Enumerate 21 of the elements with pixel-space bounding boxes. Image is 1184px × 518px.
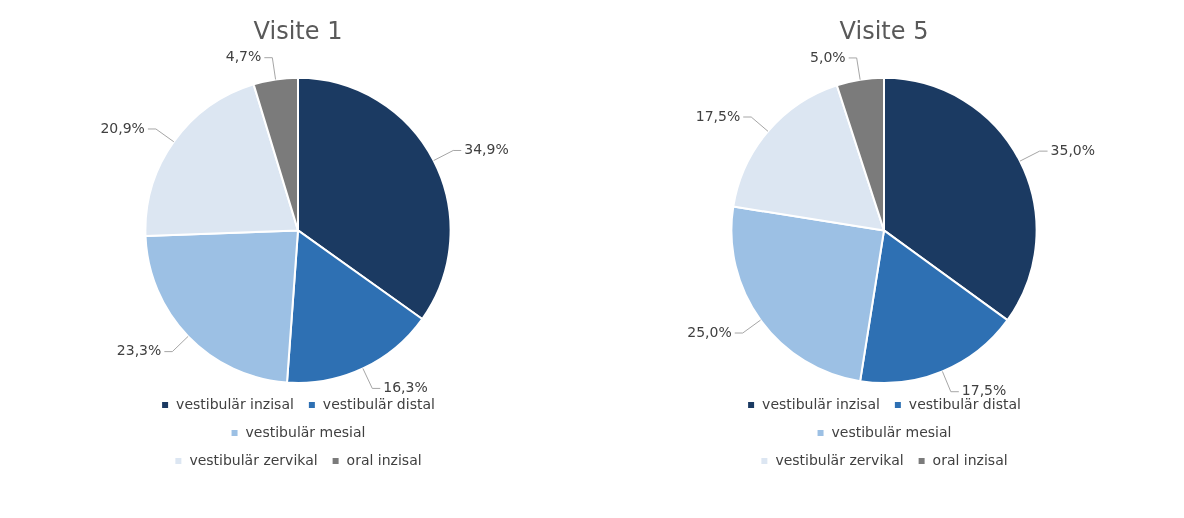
chart-title: Visite 1 [253,16,343,45]
data-label: 25,0% [687,323,732,340]
legend-label: vestibulär distal [322,395,435,412]
legend-label: vestibulär inzisal [762,395,880,412]
legend-label: oral inzisal [932,451,1008,468]
data-label: 23,3% [116,342,162,359]
data-label: 34,9% [464,141,509,158]
data-label: 16,3% [383,379,428,396]
legend-label: vestibulär inzisal [176,395,294,412]
legend-label: vestibulär zervikal [189,451,318,468]
legend-label: oral inzisal [346,451,422,468]
data-label: 35,0% [1050,141,1096,158]
data-label: 5,0% [810,48,846,65]
legend-label: vestibulär zervikal [775,451,904,468]
chart-title: Visite 5 [839,16,929,45]
legend-label: vestibulär mesial [245,423,366,440]
data-label: 20,9% [100,119,145,136]
data-label: 17,5% [695,107,741,124]
legend-label: vestibulär mesial [831,423,952,440]
data-label: 17,5% [961,382,1007,399]
data-label: 4,7% [225,48,262,65]
